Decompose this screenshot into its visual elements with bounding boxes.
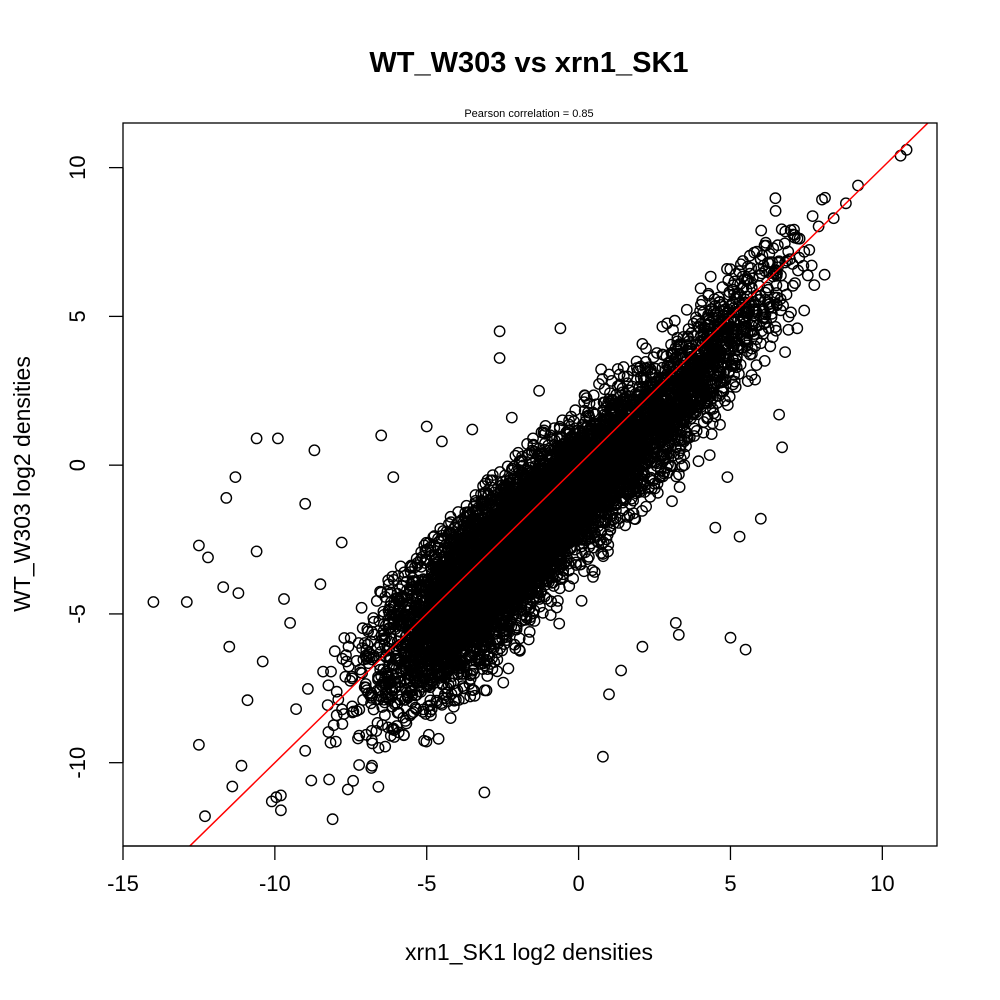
- data-point: [544, 609, 557, 621]
- data-point: [673, 481, 686, 493]
- data-point: [745, 369, 758, 381]
- data-point: [328, 645, 341, 658]
- data-point: [667, 324, 679, 336]
- data-point: [432, 732, 445, 745]
- data-point: [329, 735, 342, 748]
- data-point: [782, 323, 795, 336]
- scatter-points: [147, 143, 913, 826]
- data-point: [692, 455, 705, 468]
- data-point: [548, 422, 561, 434]
- data-point: [674, 452, 687, 465]
- data-point: [552, 595, 564, 607]
- data-point: [468, 689, 481, 702]
- data-point: [798, 304, 811, 317]
- data-point: [376, 719, 389, 731]
- data-point: [723, 390, 736, 403]
- data-point: [448, 694, 461, 707]
- data-point: [379, 740, 392, 753]
- data-point: [355, 601, 368, 614]
- data-point: [344, 632, 357, 644]
- data-point: [550, 601, 563, 614]
- data-point: [758, 354, 771, 367]
- data-point: [808, 279, 821, 291]
- chart-title: WT_W303 vs xrn1_SK1: [369, 47, 688, 79]
- data-point: [597, 550, 610, 563]
- data-point: [519, 613, 532, 626]
- data-point: [478, 684, 491, 697]
- data-point: [325, 665, 337, 678]
- data-point: [370, 725, 383, 737]
- data-point: [502, 662, 515, 675]
- data-point: [553, 617, 566, 630]
- data-point: [539, 419, 552, 432]
- data-point: [755, 224, 768, 237]
- data-point: [771, 239, 784, 252]
- data-point: [778, 237, 791, 250]
- data-point: [338, 632, 351, 644]
- data-point: [707, 305, 720, 318]
- data-point: [587, 571, 599, 583]
- data-point: [701, 411, 714, 424]
- data-point: [522, 633, 535, 646]
- data-point: [781, 254, 793, 267]
- data-point: [321, 699, 334, 711]
- data-point: [673, 468, 685, 481]
- data-point: [322, 679, 335, 692]
- data-point: [323, 773, 335, 786]
- data-point: [372, 742, 385, 754]
- data-point: [666, 495, 678, 508]
- data-point: [301, 683, 314, 695]
- data-point: [464, 690, 477, 703]
- data-point: [761, 281, 774, 294]
- data-point: [342, 660, 355, 673]
- data-point: [382, 574, 395, 587]
- data-point: [553, 422, 566, 435]
- data-point: [670, 470, 683, 483]
- chart-subtitle: Pearson correlation = 0.85: [464, 108, 593, 120]
- data-point: [819, 191, 831, 204]
- data-point: [365, 725, 378, 737]
- data-point: [409, 701, 422, 714]
- data-point: [673, 338, 686, 351]
- data-point: [769, 204, 782, 217]
- data-point: [590, 398, 603, 411]
- data-point: [721, 262, 733, 275]
- data-point: [353, 729, 366, 742]
- data-point: [704, 270, 717, 283]
- data-point: [372, 780, 385, 793]
- data-point: [330, 685, 343, 698]
- data-point: [469, 489, 482, 501]
- data-point: [806, 210, 819, 223]
